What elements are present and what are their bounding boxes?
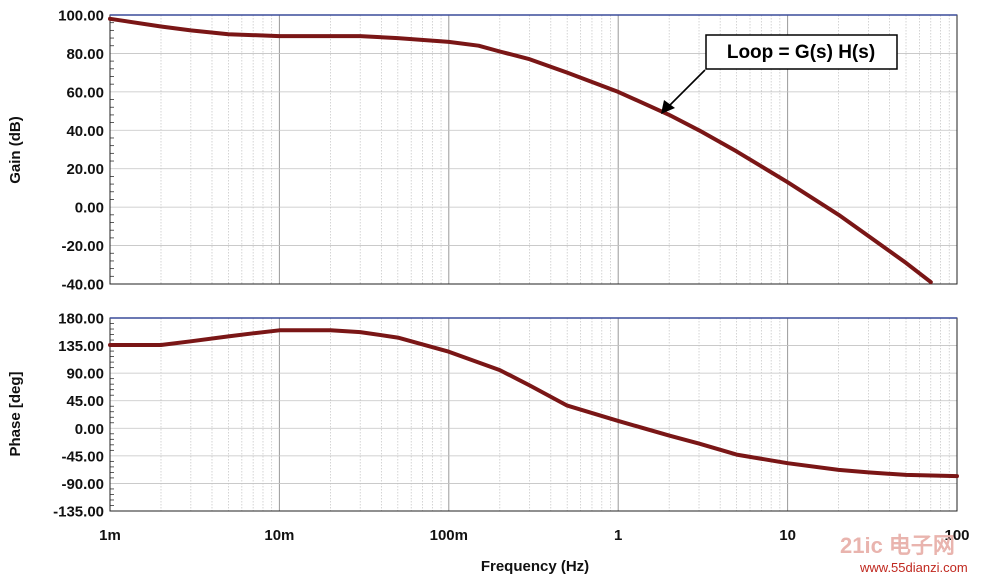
plot-frames: [109, 14, 958, 512]
y-tick-label: 80.00: [66, 46, 104, 63]
x-tick-label: 10m: [264, 527, 294, 544]
y-tick-label: 135.00: [58, 338, 104, 355]
y-tick-label: -45.00: [61, 448, 104, 465]
y-tick-label: 60.00: [66, 84, 104, 101]
frequency-axis-label: Frequency (Hz): [481, 558, 589, 575]
y-tick-label: 90.00: [66, 366, 104, 383]
y-tick-label: 180.00: [58, 311, 104, 328]
y-tick-label: 100.00: [58, 8, 104, 25]
grid-lines: [109, 14, 957, 512]
watermark-url: www.55dianzi.com: [859, 560, 968, 575]
x-tick-label: 100m: [430, 527, 468, 544]
y-tick-label: -20.00: [61, 238, 104, 255]
annotation-box: [705, 34, 898, 70]
gain-series-line: [108, 16, 933, 285]
y-tick-label: 0.00: [75, 421, 104, 438]
y-tick-label: 0.00: [75, 200, 104, 217]
x-tick-label: 1: [614, 527, 622, 544]
annotation-arrowhead: [661, 100, 675, 114]
phase-series-line: [108, 328, 959, 479]
annotation-text: Loop = G(s) H(s): [727, 42, 875, 63]
loop-annotation: Loop = G(s) H(s): [661, 34, 898, 114]
y-tick-label: -135.00: [53, 504, 104, 521]
y-tick-label: -90.00: [61, 476, 104, 493]
tick-labels: 100.0080.0060.0040.0020.000.00-20.00-40.…: [53, 8, 969, 545]
annotation-arrow: [666, 69, 706, 109]
y-tick-label: 45.00: [66, 393, 104, 410]
phase-axis-label: Phase [deg]: [7, 371, 24, 456]
y-tick-label: 20.00: [66, 161, 104, 178]
watermark: 21ic 电子网 www.55dianzi.com: [840, 533, 968, 575]
gain-axis-label: Gain (dB): [7, 116, 24, 184]
watermark-logo: 21ic 电子网: [840, 533, 955, 558]
x-tick-label: 10: [779, 527, 796, 544]
x-tick-label: 1m: [99, 527, 121, 544]
curves: [108, 16, 959, 479]
y-tick-label: -40.00: [61, 277, 104, 294]
x-tick-label: 100: [944, 527, 969, 544]
phase-plot-frame: [109, 317, 958, 512]
y-tick-label: 40.00: [66, 123, 104, 140]
